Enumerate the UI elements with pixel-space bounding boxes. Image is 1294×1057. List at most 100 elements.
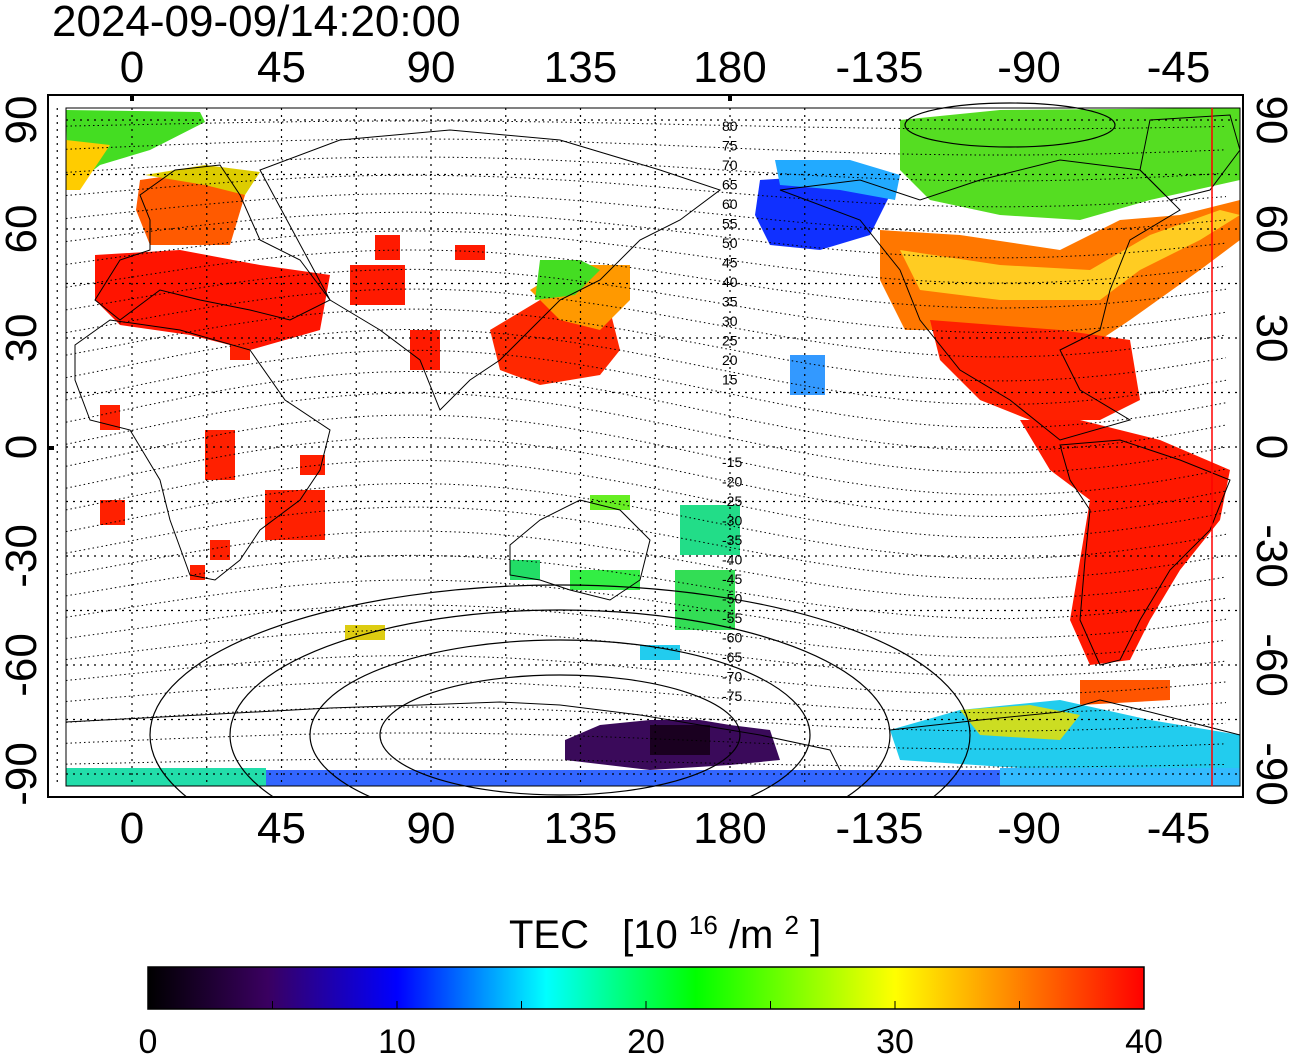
latitude-label-right: -30: [1247, 524, 1294, 588]
contour-label: -75: [722, 688, 742, 704]
tec-region-north-america-arctic: [900, 108, 1240, 220]
contour-label: -30: [722, 513, 742, 529]
colorbar-title-name: TEC: [509, 913, 589, 957]
magnetic-latitude-contour: [65, 392, 1227, 474]
magnetic-latitude-contour: [65, 414, 1227, 496]
coastline-australia: [509, 499, 651, 601]
contour-label: -60: [722, 630, 742, 646]
latitude-labels-left: 90 60 30 0 -30 -60 -90: [0, 96, 46, 806]
tec-region-central-asia: [350, 235, 485, 370]
latitude-label-left: 0: [0, 435, 46, 459]
longitude-label-top: -135: [835, 43, 923, 92]
longitude-label-top: 0: [120, 43, 144, 92]
latitude-label-right: 0: [1247, 435, 1294, 459]
contour-label: 15: [722, 372, 738, 388]
longitude-label-top: 45: [257, 43, 306, 92]
longitude-label-top: 135: [544, 43, 617, 92]
colorbar-unit-prefix: [10: [622, 913, 678, 957]
tec-region-southern-rim-east: [1000, 768, 1240, 786]
tec-region-scandinavia: [136, 170, 245, 245]
tec-region-usa-south: [930, 320, 1140, 420]
colorbar-ticks: 0 10 20 30 40: [139, 1001, 1163, 1057]
contour-label: 35: [722, 294, 738, 310]
magnetic-latitude-contour: [65, 436, 1227, 518]
magnetic-latitude-contour: [65, 629, 1227, 677]
contour-labels: 80 75 70 65 60 55 50 45 40 35 30 25 20 15 -15 -20 -25 -30…: [722, 118, 742, 704]
tec-region-antarctic-atlantic-warm: [960, 705, 1080, 740]
contour-label: -40: [722, 552, 742, 568]
tec-region-scandinavia-north: [145, 165, 260, 195]
latitude-label-right: 60: [1247, 205, 1294, 254]
magnetic-latitude-contour: [65, 706, 1227, 732]
tec-region-south-tip: [1080, 680, 1170, 705]
tec-region-south-america: [1020, 420, 1230, 665]
longitude-label-bottom: 90: [407, 804, 456, 853]
coastline-asia: [259, 129, 722, 411]
map-timestamp: 2024-09-09/14:20:00: [52, 0, 461, 46]
longitude-label-bottom: 45: [257, 804, 306, 853]
magnetic-latitude-contour: [65, 680, 1227, 714]
longitude-label-bottom: 135: [544, 804, 617, 853]
magnetic-latitude-contour: [65, 459, 1227, 539]
tec-region-alaska: [775, 160, 900, 200]
contour-label: -65: [722, 649, 742, 665]
tec-region-canada-band: [900, 210, 1240, 300]
magnetic-latitude-contour: [65, 482, 1227, 560]
frame-tick-top-0: [130, 95, 134, 101]
magnetic-latitude-contour: [65, 370, 1227, 452]
magnetic-latitude-contour: [65, 579, 1227, 639]
tec-region-arctic-west: [66, 110, 205, 190]
colorbar-tick-label: 20: [627, 1023, 665, 1057]
latitude-label-right: -60: [1247, 633, 1294, 697]
contour-label: -55: [722, 610, 742, 626]
latitude-label-left: -90: [0, 742, 46, 806]
latitude-label-left: 60: [0, 205, 46, 254]
south-magnetic-pole-contour: [309, 639, 811, 797]
contour-label: 50: [722, 235, 738, 251]
longitude-label-top: -45: [1147, 43, 1211, 92]
coastline-greenland: [1139, 114, 1241, 201]
tec-region-africa: [100, 340, 325, 580]
contour-label: -45: [722, 571, 742, 587]
contour-label: 75: [722, 138, 738, 154]
colorbar-tick-label: 30: [876, 1023, 914, 1057]
contour-label: 25: [722, 333, 738, 349]
coastline-antarctica: [65, 699, 1241, 771]
colorbar-unit-mid: /m: [729, 913, 773, 957]
longitude-labels-bottom: 0 45 90 135 180 -135 -90 -45: [120, 804, 1211, 853]
latitude-label-right: 30: [1247, 314, 1294, 363]
longitude-label-bottom: 180: [693, 804, 766, 853]
magnetic-latitude-contour: [65, 506, 1227, 580]
south-magnetic-pole-contour: [229, 609, 891, 797]
coastlines: [65, 114, 1241, 771]
latitude-label-right: -90: [1247, 742, 1294, 806]
coastline-africa: [74, 319, 331, 581]
longitude-label-top: 90: [407, 43, 456, 92]
colorbar-tick-label: 10: [378, 1023, 416, 1057]
longitude-label-top: 180: [693, 43, 766, 92]
south-magnetic-pole-contour: [149, 584, 971, 797]
contour-label: -50: [722, 591, 742, 607]
contour-label: -25: [722, 493, 742, 509]
magnetic-latitude-contour: [65, 328, 1227, 406]
latitude-labels-right: 90 60 30 0 -30 -60 -90: [1247, 96, 1294, 806]
contour-label: 20: [722, 352, 738, 368]
colorbar-unit-suffix: ]: [810, 913, 821, 957]
latitude-label-left: 90: [0, 96, 46, 145]
colorbar-gradient: [147, 966, 1145, 1010]
contour-label: -15: [722, 454, 742, 470]
latitude-label-left: 30: [0, 314, 46, 363]
graticule: [56, 108, 1240, 786]
magnetic-latitude-contour: [65, 249, 1227, 309]
north-magnetic-pole-contour: [904, 102, 1116, 148]
frame-tick-top-180: [728, 95, 732, 101]
contour-label: 80: [722, 118, 738, 134]
tec-region-europe: [95, 250, 330, 350]
latitude-label-left: -30: [0, 524, 46, 588]
frame-tick-left-0: [48, 446, 54, 450]
contour-label: -20: [722, 474, 742, 490]
contour-label: 30: [722, 313, 738, 329]
tec-region-hawaii: [790, 355, 825, 395]
longitude-labels-top: 0 45 90 135 180 -135 -90 -45: [120, 43, 1211, 92]
